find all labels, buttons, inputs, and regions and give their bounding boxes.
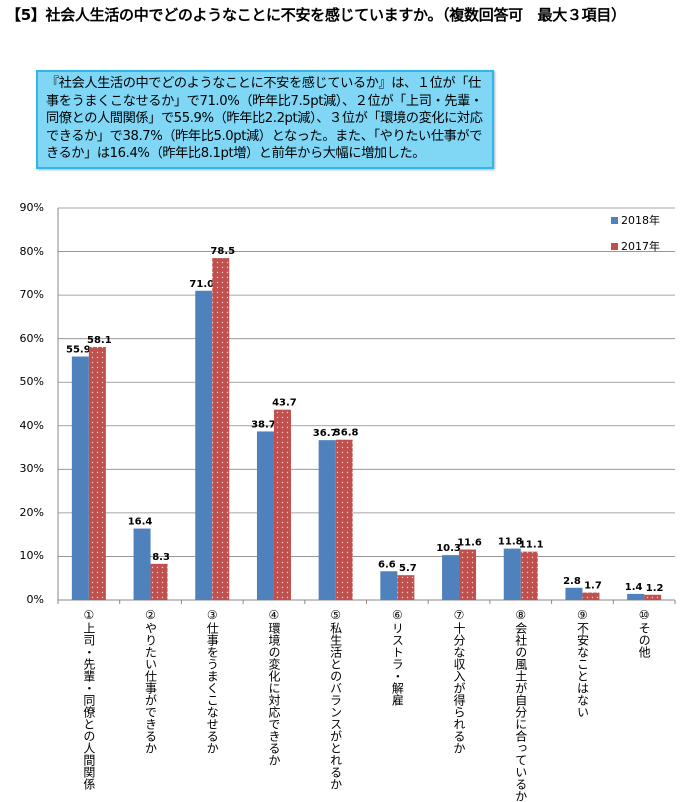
bar-2017 <box>150 563 168 600</box>
data-label: 36.7 <box>313 428 338 439</box>
y-tick-label: 90% <box>19 201 44 214</box>
category-label: ①上司・先輩・同僚との人間関係 <box>81 608 96 790</box>
data-label: 36.8 <box>334 428 359 439</box>
bar-2017 <box>88 346 106 600</box>
bar-2017 <box>459 549 477 600</box>
legend-item: 2017年 <box>611 238 660 254</box>
data-label: 71.0 <box>189 279 214 290</box>
y-tick-label: 70% <box>19 288 44 302</box>
category-label: ⑧会社の風土が自分に合っているか <box>513 608 528 802</box>
page-title: 【5】社会人生活の中でどのようなことに不安を感じていますか。（複数回答可 最大３… <box>6 6 626 24</box>
category-label: ④環境の変化に対応できるか <box>266 608 281 766</box>
data-label: 1.4 <box>625 582 643 593</box>
data-label: 11.6 <box>457 537 482 548</box>
data-label: 55.9 <box>66 345 91 356</box>
y-tick-label: 10% <box>19 549 44 563</box>
bar-2018 <box>195 290 213 600</box>
bar-2018 <box>71 356 89 600</box>
legend-label: 2018年 <box>621 214 660 227</box>
bar-2018 <box>318 440 336 600</box>
y-tick-label: 20% <box>19 505 44 519</box>
bar-2017 <box>335 439 353 600</box>
legend-swatch <box>611 216 618 224</box>
data-label: 5.7 <box>399 563 417 574</box>
bar-2017 <box>212 258 230 600</box>
legend-swatch <box>611 242 618 250</box>
category-label: ⑤私生活とのバランスがとれるか <box>328 608 343 790</box>
category-label: ③仕事をうまくこなせるか <box>205 608 220 754</box>
y-tick-label: 60% <box>19 331 44 345</box>
data-label: 10.3 <box>436 543 461 554</box>
data-label: 11.8 <box>498 537 523 548</box>
bar-2018 <box>380 571 398 600</box>
y-tick-label: 0% <box>26 593 44 606</box>
data-label: 78.5 <box>210 246 235 257</box>
data-label: 2.8 <box>563 576 581 587</box>
bar-2017 <box>582 592 600 600</box>
data-label: 6.6 <box>378 559 396 570</box>
category-label: ⑩その他 <box>637 608 652 658</box>
bar-2018 <box>627 593 645 600</box>
bar-2018 <box>133 528 151 600</box>
bar-2018 <box>256 431 274 600</box>
category-label: ⑥リストラ・解雇 <box>390 608 405 706</box>
data-label: 43.7 <box>272 398 297 409</box>
bar-2017 <box>520 551 538 600</box>
category-label: ⑦十分な収入が得られるか <box>452 608 467 754</box>
y-tick-label: 80% <box>19 244 44 258</box>
summary-box: 『社会人生活の中でどのようなことに不安を感じているか』は、１位が「仕事をうまくこ… <box>36 70 494 169</box>
category-label: ②やりたい仕事ができるか <box>143 608 158 754</box>
data-label: 8.3 <box>152 552 170 563</box>
bar-2017 <box>644 594 662 600</box>
legend-item: 2018年 <box>611 212 660 228</box>
bar-2018 <box>503 548 521 600</box>
bar-2017 <box>397 575 415 600</box>
data-label: 1.2 <box>646 583 664 594</box>
y-tick-label: 40% <box>19 418 44 432</box>
bar-2018 <box>442 555 460 600</box>
data-label: 58.1 <box>87 335 112 346</box>
data-label: 11.1 <box>519 540 544 551</box>
bar-2018 <box>565 587 583 600</box>
y-tick-label: 30% <box>19 462 44 476</box>
legend-label: 2017年 <box>621 240 660 253</box>
category-label: ⑨不安なことはない <box>575 608 590 718</box>
y-tick-label: 50% <box>19 375 44 389</box>
data-label: 16.4 <box>128 517 153 528</box>
data-label: 1.7 <box>584 581 602 592</box>
bar-2017 <box>273 409 291 600</box>
data-label: 38.7 <box>251 419 276 430</box>
